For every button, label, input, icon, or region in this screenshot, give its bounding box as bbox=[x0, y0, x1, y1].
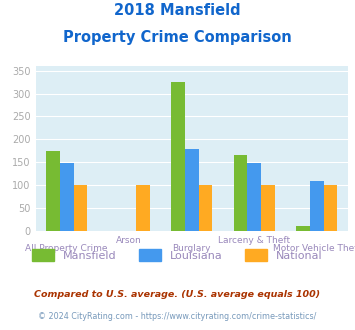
Bar bbox=[310, 181, 323, 231]
Text: 2018 Mansfield: 2018 Mansfield bbox=[114, 3, 241, 18]
Text: Property Crime Comparison: Property Crime Comparison bbox=[63, 30, 292, 45]
Bar bbox=[261, 185, 275, 231]
Bar bbox=[171, 82, 185, 231]
Text: Burglary: Burglary bbox=[173, 244, 211, 252]
Bar bbox=[247, 163, 261, 231]
Legend: Mansfield, Louisiana, National: Mansfield, Louisiana, National bbox=[28, 245, 327, 265]
Text: Compared to U.S. average. (U.S. average equals 100): Compared to U.S. average. (U.S. average … bbox=[34, 290, 321, 299]
Bar bbox=[73, 185, 87, 231]
Bar bbox=[60, 163, 73, 231]
Text: Arson: Arson bbox=[116, 236, 142, 245]
Bar bbox=[296, 226, 310, 231]
Text: All Property Crime: All Property Crime bbox=[26, 244, 108, 252]
Text: © 2024 CityRating.com - https://www.cityrating.com/crime-statistics/: © 2024 CityRating.com - https://www.city… bbox=[38, 312, 317, 321]
Bar bbox=[46, 151, 60, 231]
Bar bbox=[198, 185, 212, 231]
Bar bbox=[323, 185, 337, 231]
Text: Motor Vehicle Theft: Motor Vehicle Theft bbox=[273, 244, 355, 252]
Bar bbox=[234, 155, 247, 231]
Text: Larceny & Theft: Larceny & Theft bbox=[218, 236, 290, 245]
Bar bbox=[136, 185, 150, 231]
Bar bbox=[185, 149, 198, 231]
